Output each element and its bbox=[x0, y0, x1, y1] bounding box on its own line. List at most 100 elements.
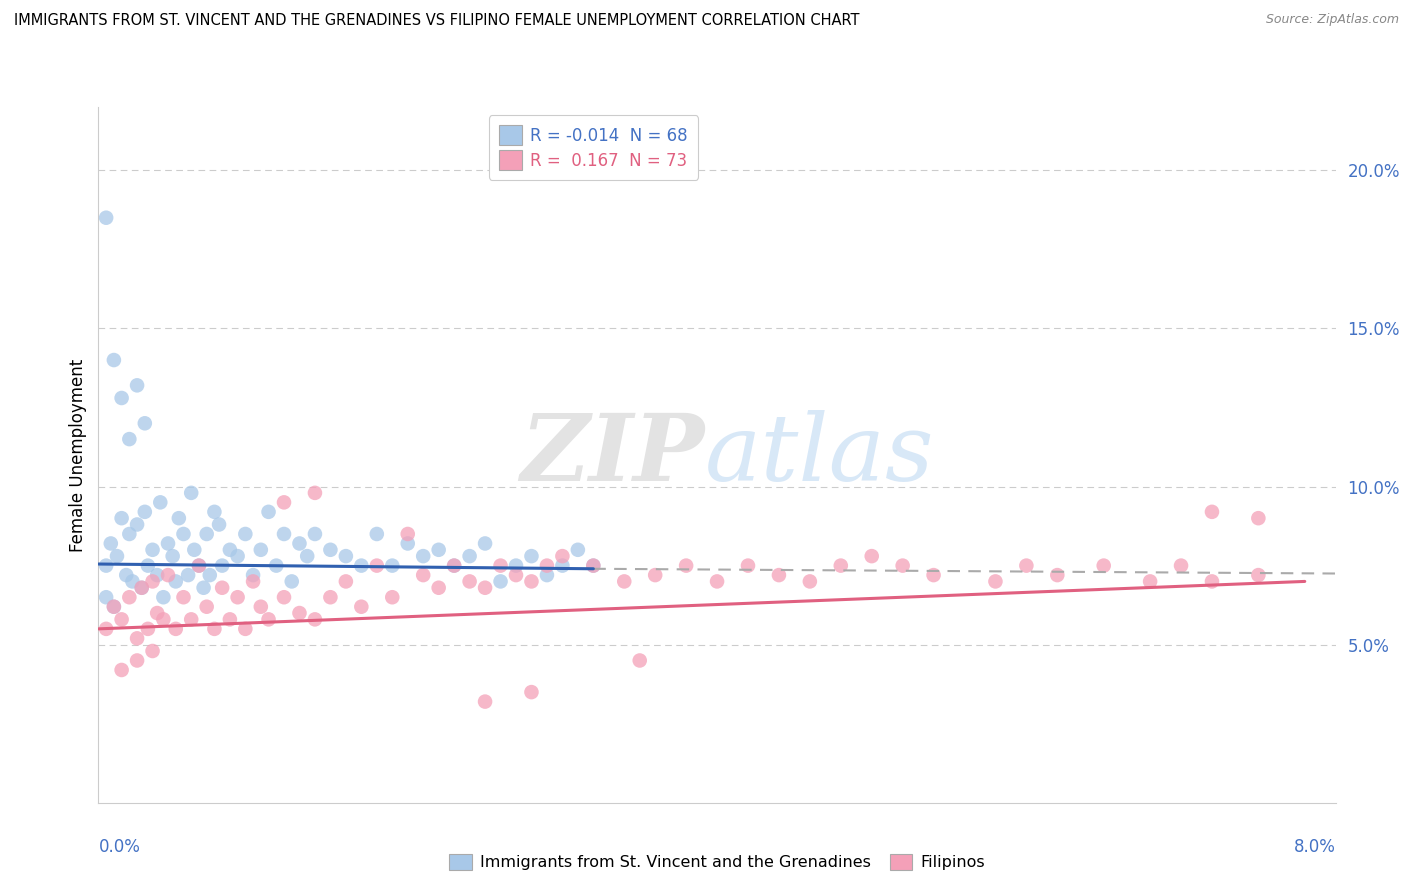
Point bbox=[350, 558, 373, 573]
Point bbox=[264, 558, 288, 573]
Point bbox=[111, 663, 132, 677]
Point bbox=[193, 581, 215, 595]
Text: atlas: atlas bbox=[704, 410, 934, 500]
Point bbox=[489, 558, 512, 573]
Point bbox=[100, 536, 122, 550]
Point bbox=[195, 599, 218, 614]
Point bbox=[520, 685, 543, 699]
Point bbox=[644, 568, 666, 582]
Point bbox=[183, 542, 205, 557]
Point bbox=[103, 599, 125, 614]
Point bbox=[288, 536, 311, 550]
Point bbox=[157, 568, 180, 582]
Text: IMMIGRANTS FROM ST. VINCENT AND THE GRENADINES VS FILIPINO FEMALE UNEMPLOYMENT C: IMMIGRANTS FROM ST. VINCENT AND THE GREN… bbox=[14, 13, 859, 29]
Point bbox=[381, 591, 404, 605]
Point bbox=[180, 486, 202, 500]
Point bbox=[830, 558, 852, 573]
Y-axis label: Female Unemployment: Female Unemployment bbox=[69, 359, 87, 551]
Point bbox=[1015, 558, 1038, 573]
Point bbox=[96, 211, 118, 225]
Point bbox=[474, 536, 496, 550]
Point bbox=[443, 558, 465, 573]
Point bbox=[157, 536, 180, 550]
Point bbox=[335, 574, 357, 589]
Point bbox=[427, 542, 450, 557]
Point bbox=[799, 574, 821, 589]
Point bbox=[304, 486, 326, 500]
Point bbox=[204, 505, 226, 519]
Point bbox=[567, 542, 589, 557]
Point bbox=[226, 591, 249, 605]
Point bbox=[127, 378, 149, 392]
Point bbox=[1201, 505, 1223, 519]
Point bbox=[188, 558, 211, 573]
Point bbox=[121, 574, 143, 589]
Point bbox=[136, 622, 159, 636]
Point bbox=[1092, 558, 1115, 573]
Point bbox=[427, 581, 450, 595]
Point bbox=[536, 568, 558, 582]
Point bbox=[396, 527, 419, 541]
Point bbox=[188, 558, 211, 573]
Point bbox=[984, 574, 1007, 589]
Point bbox=[551, 549, 574, 563]
Point bbox=[211, 558, 233, 573]
Point bbox=[146, 568, 169, 582]
Point bbox=[167, 511, 190, 525]
Point bbox=[304, 527, 326, 541]
Point bbox=[1139, 574, 1161, 589]
Point bbox=[127, 517, 149, 532]
Point bbox=[111, 511, 132, 525]
Point bbox=[489, 574, 512, 589]
Point bbox=[131, 581, 153, 595]
Point bbox=[505, 568, 527, 582]
Point bbox=[366, 558, 388, 573]
Point bbox=[520, 574, 543, 589]
Point bbox=[149, 495, 172, 509]
Point bbox=[257, 505, 280, 519]
Point bbox=[141, 644, 165, 658]
Point bbox=[204, 622, 226, 636]
Point bbox=[1247, 511, 1270, 525]
Point bbox=[412, 568, 434, 582]
Text: Source: ZipAtlas.com: Source: ZipAtlas.com bbox=[1265, 13, 1399, 27]
Point bbox=[350, 599, 373, 614]
Point bbox=[582, 558, 605, 573]
Point bbox=[127, 653, 149, 667]
Point bbox=[288, 606, 311, 620]
Point bbox=[242, 568, 264, 582]
Point bbox=[162, 549, 184, 563]
Point bbox=[111, 391, 132, 405]
Point bbox=[922, 568, 945, 582]
Text: 8.0%: 8.0% bbox=[1294, 838, 1336, 856]
Point bbox=[628, 653, 651, 667]
Point bbox=[141, 574, 165, 589]
Point bbox=[281, 574, 304, 589]
Point bbox=[273, 527, 295, 541]
Point bbox=[211, 581, 233, 595]
Point bbox=[103, 353, 125, 368]
Point bbox=[96, 558, 118, 573]
Point bbox=[412, 549, 434, 563]
Point bbox=[172, 527, 194, 541]
Point bbox=[319, 591, 342, 605]
Point bbox=[297, 549, 319, 563]
Point bbox=[860, 549, 883, 563]
Point bbox=[172, 591, 194, 605]
Point bbox=[115, 568, 138, 582]
Point bbox=[706, 574, 728, 589]
Point bbox=[536, 558, 558, 573]
Point bbox=[396, 536, 419, 550]
Point bbox=[111, 612, 132, 626]
Point bbox=[134, 505, 156, 519]
Point bbox=[131, 581, 153, 595]
Point bbox=[737, 558, 759, 573]
Point bbox=[152, 612, 174, 626]
Point bbox=[273, 495, 295, 509]
Point bbox=[195, 527, 218, 541]
Point bbox=[233, 622, 257, 636]
Point bbox=[177, 568, 200, 582]
Point bbox=[118, 432, 141, 446]
Point bbox=[146, 606, 169, 620]
Point bbox=[141, 542, 165, 557]
